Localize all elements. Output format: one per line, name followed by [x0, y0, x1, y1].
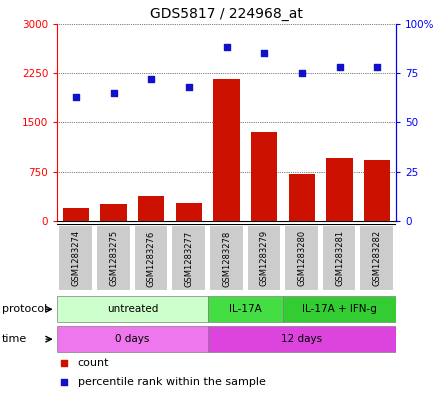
Point [60, 360, 67, 366]
Bar [57, 326, 208, 352]
Text: time: time [2, 334, 27, 344]
Bar [100, 204, 127, 221]
Bar [209, 225, 244, 292]
Point [223, 44, 230, 50]
Point [110, 90, 117, 96]
Bar [246, 225, 281, 292]
Text: count: count [77, 358, 109, 368]
Bar [284, 225, 319, 292]
Text: percentile rank within the sample: percentile rank within the sample [77, 377, 265, 387]
Point [185, 84, 192, 90]
Bar [213, 79, 240, 221]
Bar [176, 203, 202, 221]
Bar [208, 296, 283, 322]
Point [148, 76, 155, 82]
Text: IL-17A: IL-17A [229, 304, 262, 314]
Text: GSM1283277: GSM1283277 [184, 230, 194, 286]
Point [336, 64, 343, 70]
Bar [63, 208, 89, 221]
Bar [134, 225, 168, 292]
Point [374, 64, 381, 70]
Text: GSM1283276: GSM1283276 [147, 230, 156, 286]
Point [73, 94, 80, 100]
Bar [283, 296, 396, 322]
Point [261, 50, 268, 56]
Text: GSM1283281: GSM1283281 [335, 230, 344, 286]
Text: GSM1283278: GSM1283278 [222, 230, 231, 286]
Bar [289, 174, 315, 221]
Text: 0 days: 0 days [115, 334, 150, 344]
Text: GSM1283279: GSM1283279 [260, 230, 269, 286]
Title: GDS5817 / 224968_at: GDS5817 / 224968_at [150, 7, 303, 21]
Text: 12 days: 12 days [281, 334, 323, 344]
Bar [359, 225, 394, 292]
Bar [96, 225, 131, 292]
Bar [251, 132, 278, 221]
Text: GSM1283280: GSM1283280 [297, 230, 306, 286]
Bar [322, 225, 356, 292]
Text: protocol: protocol [2, 304, 48, 314]
Bar [57, 296, 208, 322]
Bar [138, 196, 165, 221]
Bar [171, 225, 206, 292]
Text: IL-17A + IFN-g: IL-17A + IFN-g [302, 304, 377, 314]
Point [60, 378, 67, 385]
Bar [59, 225, 93, 292]
Bar [364, 160, 390, 221]
Point [298, 70, 305, 76]
Bar [326, 158, 353, 221]
Text: GSM1283275: GSM1283275 [109, 230, 118, 286]
Bar [208, 326, 396, 352]
Text: GSM1283274: GSM1283274 [72, 230, 81, 286]
Text: GSM1283282: GSM1283282 [373, 230, 381, 286]
Text: untreated: untreated [107, 304, 158, 314]
